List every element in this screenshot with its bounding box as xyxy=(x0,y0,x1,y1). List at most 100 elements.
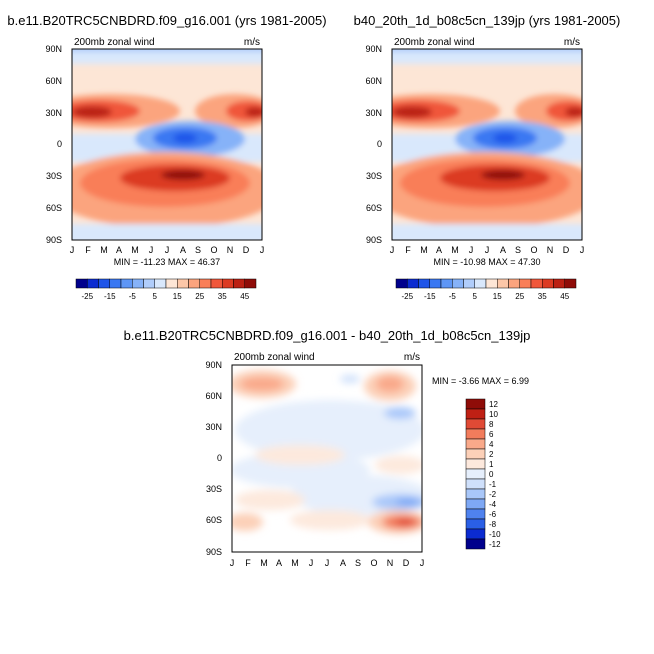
colorbar-swatch xyxy=(553,278,565,289)
y-tick-label: 30S xyxy=(206,484,222,494)
x-tick-label: A xyxy=(180,245,186,255)
colorbar-tick-label: -8 xyxy=(489,520,497,529)
x-tick-label: F xyxy=(245,558,251,568)
positive-anomaly-south-left xyxy=(232,513,263,531)
colorbar-tick-label: 6 xyxy=(489,430,494,439)
panel-subtitle-right: m/s xyxy=(404,352,420,363)
colorbar-swatch xyxy=(463,278,475,289)
colorbar-swatch xyxy=(474,278,487,289)
x-tick-label: A xyxy=(500,245,506,255)
colorbar-tick-label: 5 xyxy=(473,292,478,301)
colorbar-tick-label: -6 xyxy=(489,510,497,519)
y-axis: 90N 60N 30N 0 30S 60S 90S xyxy=(45,44,62,245)
x-tick-label: M xyxy=(420,245,428,255)
subtropical-jet-north-core-right xyxy=(245,107,262,117)
x-tick-label: N xyxy=(227,245,234,255)
x-tick-label: J xyxy=(230,558,235,568)
x-tick-label: J xyxy=(469,245,474,255)
y-tick-label: 60N xyxy=(365,76,382,86)
colorbar-tick-label: 4 xyxy=(489,440,494,449)
colorbar-tick-label: -1 xyxy=(489,480,497,489)
y-tick-label: 60S xyxy=(366,203,382,213)
subtropical-jet-north-core xyxy=(392,106,432,118)
positive-anomaly-south-right-core xyxy=(396,518,414,526)
colorbar-swatch xyxy=(98,278,110,289)
colorbar-swatch xyxy=(542,278,554,289)
colorbar-tick-label: 45 xyxy=(240,292,249,301)
panel-title: b40_20th_1d_b08c5cn_139jp (yrs 1981-2005… xyxy=(354,13,621,28)
colorbar-swatch xyxy=(222,278,234,289)
colorbar-swatch xyxy=(465,418,486,430)
colorbar-swatch xyxy=(465,468,486,480)
contour-field xyxy=(392,49,582,240)
positive-anomaly-region xyxy=(290,510,370,530)
panel-model-a: b.e11.B20TRC5CNBDRD.f09_g16.001 (yrs 198… xyxy=(7,13,326,301)
colorbar-swatch xyxy=(177,278,189,289)
contour-field xyxy=(72,49,262,240)
positive-anomaly-region xyxy=(375,456,422,474)
colorbar-swatch xyxy=(465,398,486,410)
panel-subtitle-left: 200mb zonal wind xyxy=(234,352,315,363)
y-tick-label: 60S xyxy=(46,203,62,213)
x-tick-label: J xyxy=(165,245,170,255)
x-tick-label: N xyxy=(387,558,394,568)
panel-subtitle-left: 200mb zonal wind xyxy=(74,37,155,48)
x-tick-label: M xyxy=(451,245,459,255)
x-axis: J F M A M J J A S O N D J xyxy=(230,558,425,568)
x-tick-label: A xyxy=(116,245,122,255)
colorbar-tick-label: -15 xyxy=(104,292,116,301)
panel-title: b.e11.B20TRC5CNBDRD.f09_g16.001 (yrs 198… xyxy=(7,13,326,28)
y-tick-label: 90S xyxy=(206,547,222,557)
colorbar-swatch xyxy=(465,518,486,530)
y-tick-label: 30S xyxy=(366,171,382,181)
colorbar-tick-label: -5 xyxy=(449,292,457,301)
y-tick-label: 90N xyxy=(45,44,62,54)
southern-jet-core xyxy=(481,170,525,180)
x-tick-label: D xyxy=(403,558,410,568)
panel-model-b: b40_20th_1d_b08c5cn_139jp (yrs 1981-2005… xyxy=(354,13,621,301)
y-tick-label: 60S xyxy=(206,515,222,525)
colorbar-swatch xyxy=(418,278,430,289)
y-axis: 90N 60N 30N 0 30S 60S 90S xyxy=(205,360,222,557)
colorbar-tick-label: 35 xyxy=(538,292,547,301)
y-tick-label: 90N xyxy=(205,360,222,370)
colorbar-swatch xyxy=(465,428,486,440)
x-tick-label: J xyxy=(70,245,75,255)
y-tick-label: 30N xyxy=(205,422,222,432)
x-tick-label: O xyxy=(530,245,537,255)
min-max-label: MIN = -3.66 MAX = 6.99 xyxy=(432,376,529,386)
x-tick-label: A xyxy=(276,558,282,568)
colorbar-tick-label: -4 xyxy=(489,500,497,509)
y-tick-label: 30S xyxy=(46,171,62,181)
colorbar-tick-label: -15 xyxy=(424,292,436,301)
colorbar-swatch xyxy=(120,278,133,289)
y-tick-label: 60N xyxy=(205,391,222,401)
southern-jet-core xyxy=(161,170,205,180)
y-tick-label: 0 xyxy=(57,139,62,149)
colorbar-swatch xyxy=(452,278,464,289)
y-axis: 90N 60N 30N 0 30S 60S 90S xyxy=(365,44,382,245)
equatorial-easterlies-core xyxy=(173,133,197,143)
colorbar-tick-label: -25 xyxy=(81,292,93,301)
polar-south-band xyxy=(72,224,262,240)
x-tick-label: M xyxy=(131,245,139,255)
x-tick-label: J xyxy=(149,245,154,255)
x-tick-label: J xyxy=(485,245,490,255)
colorbar-tick-label: -5 xyxy=(129,292,137,301)
colorbar-swatch xyxy=(132,278,144,289)
x-tick-label: O xyxy=(370,558,377,568)
polar-north-band xyxy=(392,49,582,64)
colorbar: -25 -15 -5 5 15 25 35 45 xyxy=(395,278,577,301)
equatorial-easterlies-core xyxy=(493,133,517,143)
subtropical-jet-north-core-right xyxy=(565,107,582,117)
x-axis: J F M A M J J A S O N D J xyxy=(390,245,585,255)
colorbar-tick-label: 5 xyxy=(153,292,158,301)
colorbar-swatch xyxy=(465,538,486,550)
negative-anomaly-region xyxy=(235,400,422,460)
x-tick-label: A xyxy=(436,245,442,255)
colorbar-swatch xyxy=(440,278,453,289)
colorbar-swatch xyxy=(233,278,245,289)
y-tick-label: 30N xyxy=(45,108,62,118)
colorbar-tick-label: -2 xyxy=(489,490,497,499)
